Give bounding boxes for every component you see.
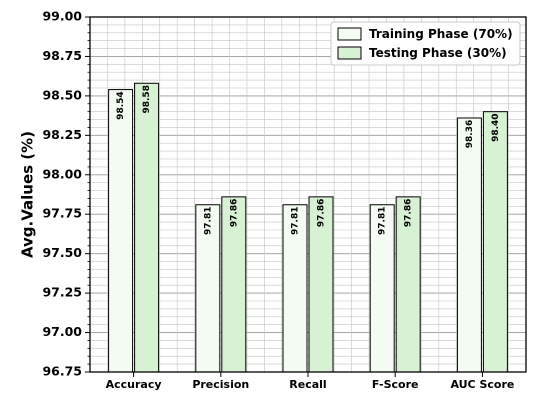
bar [134,82,160,373]
y-tick-label: 98.75 [42,48,82,63]
y-tick-label: 99.00 [42,9,82,24]
y-tick-label: 96.75 [42,364,82,379]
bar [308,196,334,373]
bar [108,89,134,373]
bar-value-label: 97.86 [404,199,414,227]
y-tick-label: 97.75 [42,206,82,221]
y-tick-label: 98.50 [42,87,82,102]
y-axis-label: Avg.Values (%) [19,131,37,258]
bar [195,204,221,373]
bar-value-label: 98.36 [465,120,475,148]
y-tick-label: 98.25 [42,127,82,142]
legend: Training Phase (70%) Testing Phase (30%) [330,21,521,66]
bar-value-label: 98.58 [142,85,152,113]
legend-box [330,21,521,66]
y-tick-label: 97.25 [42,285,82,300]
bar-value-label: 98.40 [491,113,501,141]
legend-swatch-testing [337,46,362,60]
x-tick-label: Recall [289,378,326,391]
bar [221,196,247,373]
x-tick-label: F-Score [372,378,419,391]
bar [482,111,508,373]
bar-value-label: 97.86 [229,199,239,227]
legend-label-testing: Testing Phase (30%) [369,46,507,60]
bar-value-label: 97.81 [203,207,213,235]
legend-swatch-training [337,27,362,41]
legend-label-training: Training Phase (70%) [369,27,513,41]
bar [456,117,482,373]
x-tick-label: Precision [192,378,249,391]
bar [282,204,308,373]
axes: 96.75 97.00 97.25 97.50 97.75 98.00 98.25 98.50… [42,9,514,392]
x-tick-label: AUC Score [450,378,514,391]
bars: 98.54 98.58 97.81 97.86 97.81 97.86 97.81 97.86… [108,82,508,373]
x-tick-label: Accuracy [106,378,162,391]
bar-value-label: 97.81 [378,207,388,235]
bar-value-label: 97.86 [317,199,327,227]
y-tick-label: 97.00 [42,324,82,339]
y-tick-label: 98.00 [42,166,82,181]
bar-value-label: 98.54 [116,91,126,119]
bar [395,196,421,373]
bar-value-label: 97.81 [291,207,301,235]
grid [90,17,526,372]
y-tick-label: 97.50 [42,245,82,260]
